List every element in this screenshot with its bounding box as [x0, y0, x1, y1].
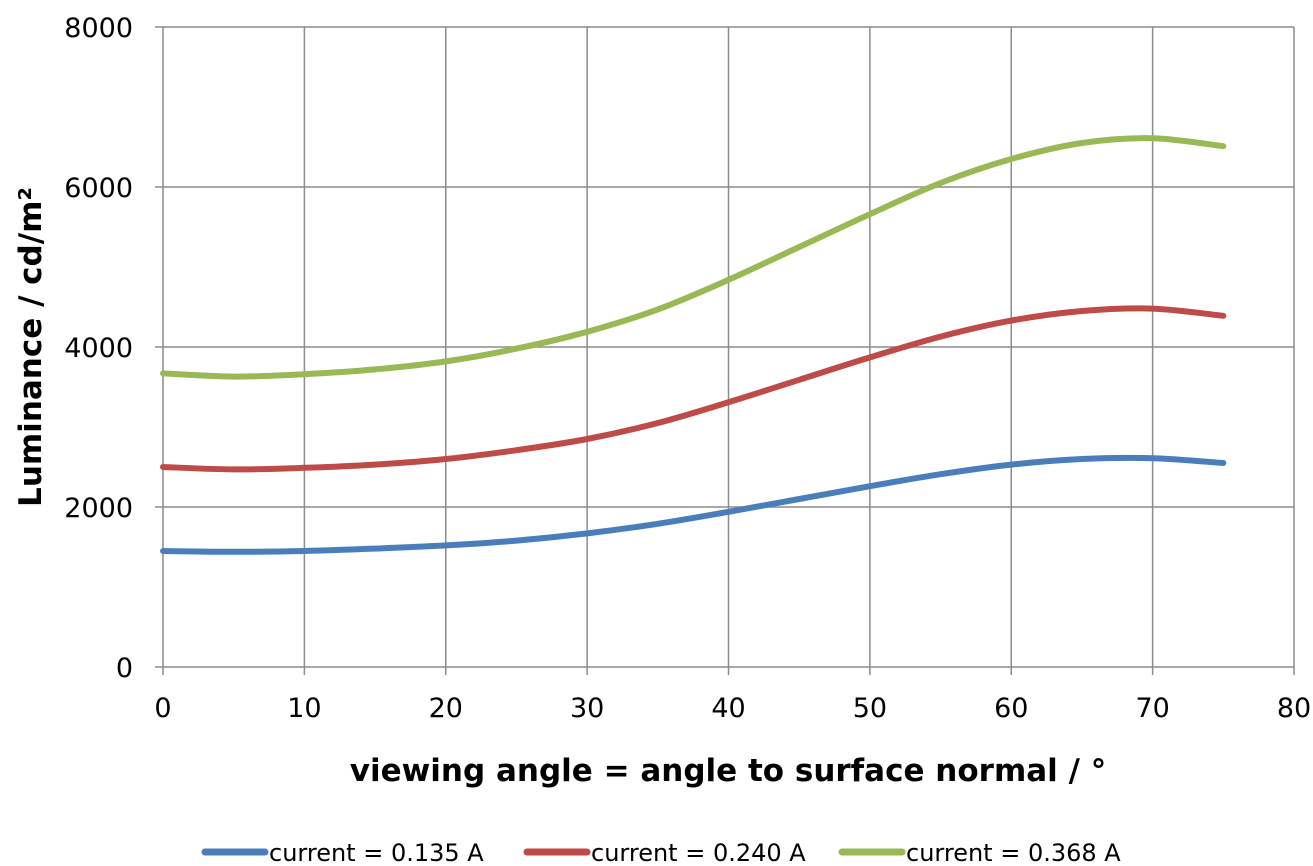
x-tick-label: 60	[994, 693, 1028, 724]
axes	[155, 26, 1295, 675]
x-tick-label: 0	[154, 693, 171, 724]
x-tick-label: 20	[429, 693, 463, 724]
x-tick-label: 70	[1135, 693, 1169, 724]
y-tick-labels: 0 2000 4000 6000 8000	[64, 13, 133, 684]
x-tick-label: 40	[711, 693, 745, 724]
x-tick-label: 50	[853, 693, 887, 724]
x-tick-label: 10	[287, 693, 321, 724]
legend-label-1: current = 0.135 A	[269, 839, 484, 866]
gridlines	[163, 26, 1295, 667]
series-line-2	[160, 305, 1227, 473]
series-line-1	[160, 454, 1227, 555]
x-axis-title: viewing angle = angle to surface normal …	[350, 753, 1106, 789]
y-tick-label: 0	[116, 653, 133, 684]
legend: current = 0.135 A current = 0.240 A curren…	[201, 839, 1121, 866]
y-tick-label: 8000	[64, 13, 133, 44]
y-axis-title: Luminance / cd/m²	[13, 187, 49, 507]
y-tick-label: 6000	[64, 173, 133, 204]
series-line-3	[160, 135, 1227, 380]
x-tick-label: 30	[570, 693, 604, 724]
y-tick-label: 2000	[64, 493, 133, 524]
x-tick-label: 80	[1277, 693, 1311, 724]
y-tick-label: 4000	[64, 333, 133, 364]
data-series	[160, 135, 1227, 555]
legend-label-2: current = 0.240 A	[591, 839, 806, 866]
x-tick-labels: 0 10 20 30 40 50 60 70 80	[154, 693, 1311, 724]
legend-label-3: current = 0.368 A	[906, 839, 1121, 866]
